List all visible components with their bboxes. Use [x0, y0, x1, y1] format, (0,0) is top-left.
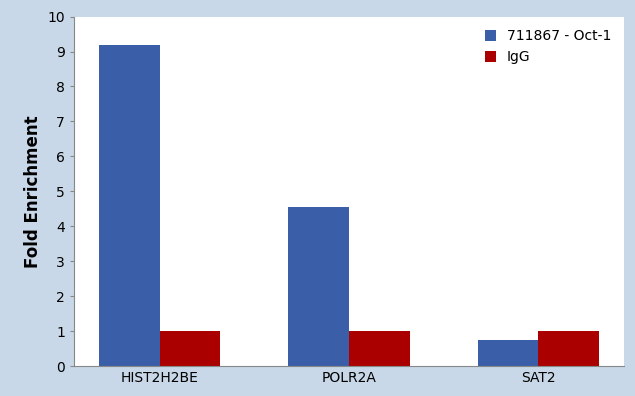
Bar [288, 207, 349, 366]
Bar [349, 331, 410, 366]
Bar [159, 331, 220, 366]
Bar [99, 45, 159, 366]
Bar [478, 340, 538, 366]
Bar [538, 331, 599, 366]
Legend: 711867 - Oct-1, IgG: 711867 - Oct-1, IgG [479, 23, 617, 70]
Y-axis label: Fold Enrichment: Fold Enrichment [23, 115, 42, 268]
